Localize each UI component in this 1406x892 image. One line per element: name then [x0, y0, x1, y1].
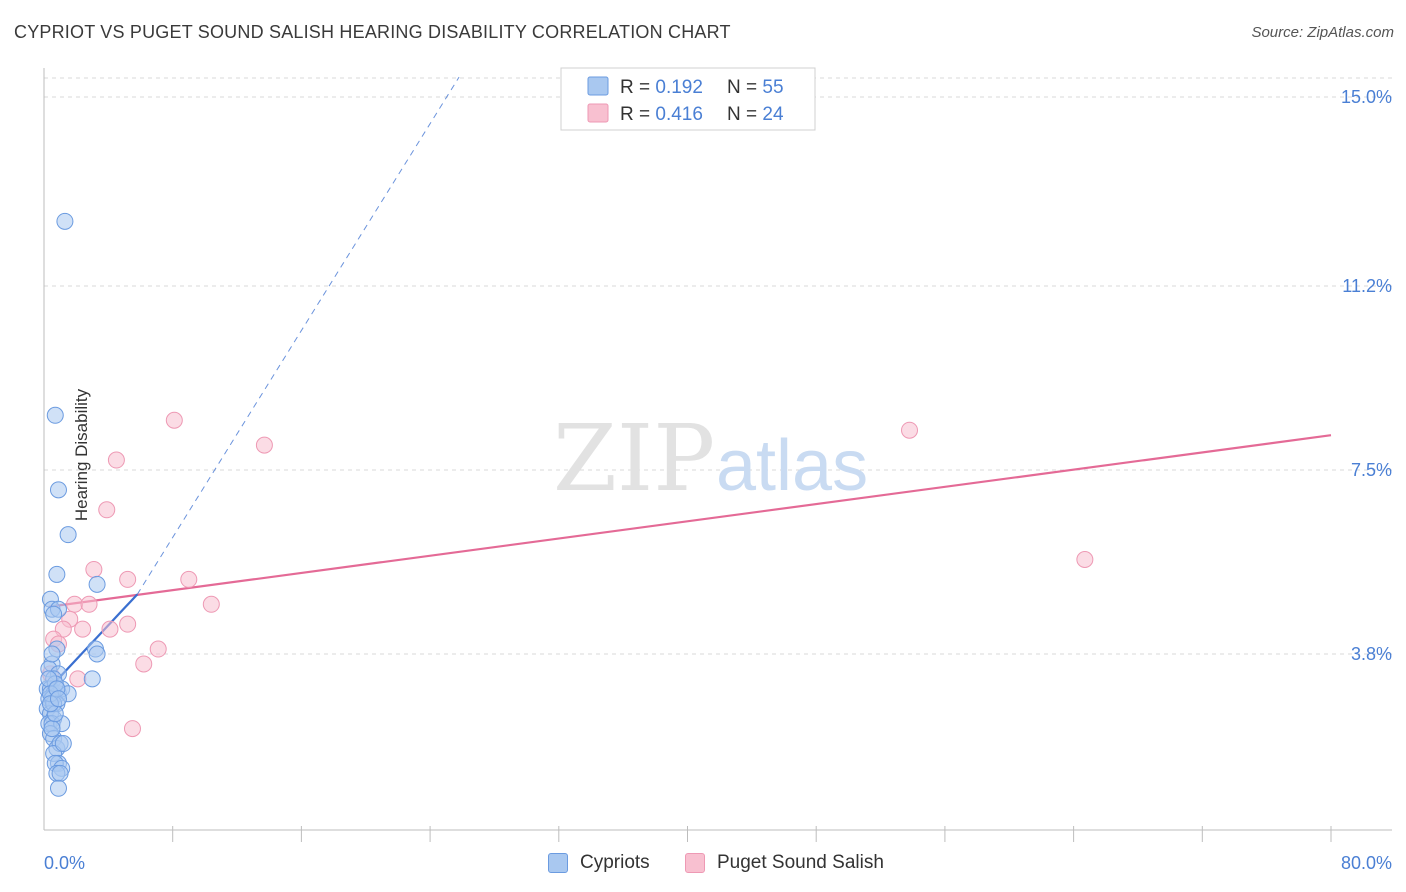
source-label: Source: ZipAtlas.com — [1251, 24, 1394, 41]
legend-top: R = 0.192 N = 55 R = 0.416 N = 24 — [560, 67, 816, 131]
cypriots-point — [43, 645, 61, 663]
salish-point — [101, 620, 119, 638]
salish-point — [1076, 551, 1094, 569]
y-tick-label-2: 11.2% — [1342, 276, 1392, 296]
salish-trend-line — [48, 434, 1332, 608]
salish-point — [107, 451, 125, 469]
legend-n-label: N = — [727, 77, 762, 98]
legend-r-value: 0.416 — [655, 104, 703, 125]
cypriots-point — [88, 575, 106, 593]
cypriots-swatch — [548, 853, 568, 873]
salish-swatch — [685, 853, 705, 873]
chart-title: CYPRIOT VS PUGET SOUND SALISH HEARING DI… — [14, 22, 731, 42]
cypriots-point — [59, 526, 77, 544]
y-tick-label-3: 15.0% — [1341, 87, 1392, 107]
legend-row-salish: R = 0.416 N = 24 — [620, 104, 784, 125]
cypriots-point — [43, 720, 61, 738]
x-tick-label-max: 80.0% — [1341, 853, 1392, 873]
tick-labels: 3.8% 7.5% 11.2% 15.0% 0.0% 80.0% — [44, 87, 1392, 873]
salish-point — [98, 501, 116, 519]
cypriots-point — [54, 735, 72, 753]
salish-point — [135, 655, 153, 673]
salish-point — [66, 595, 84, 613]
y-tick-label-0: 3.8% — [1351, 644, 1392, 664]
salish-point — [255, 436, 273, 454]
trend-lines — [48, 76, 1332, 690]
cypriots-point — [49, 779, 67, 797]
cypriots-point — [49, 690, 67, 708]
legend-r-value: 0.192 — [655, 77, 703, 98]
legend-item-cypriots[interactable]: Cypriots — [548, 852, 650, 874]
watermark: ZIP atlas — [553, 405, 868, 512]
y-tick-label-1: 7.5% — [1351, 460, 1392, 480]
salish-point — [119, 615, 137, 633]
cypriots-point — [83, 670, 101, 688]
legend-row-cypriots: R = 0.192 N = 55 — [620, 77, 784, 98]
salish-point — [123, 720, 141, 738]
cypriots-point — [56, 212, 74, 230]
salish-point — [119, 570, 137, 588]
salish-point — [74, 620, 92, 638]
legend-label-puget-sound-salish: Puget Sound Salish — [717, 852, 884, 873]
x-tick-label-min: 0.0% — [44, 853, 85, 873]
legend-item-puget-sound-salish[interactable]: Puget Sound Salish — [685, 852, 884, 874]
salish-point — [80, 595, 98, 613]
cypriots-point — [48, 565, 66, 583]
cypriots-point — [46, 406, 64, 424]
cypriots-point — [51, 764, 69, 782]
cypriots-point — [45, 605, 63, 623]
legend-n-value: 24 — [762, 104, 784, 125]
cypriots-trend-extension — [136, 76, 460, 595]
data-points — [38, 212, 1094, 797]
watermark-atlas: atlas — [716, 426, 868, 506]
salish-point — [180, 570, 198, 588]
salish-point — [901, 421, 919, 439]
watermark-zip: ZIP — [553, 405, 715, 512]
cypriots-point — [49, 481, 67, 499]
legend-bottom: Cypriots Puget Sound Salish — [0, 850, 1406, 880]
salish-point — [202, 595, 220, 613]
legend-label-cypriots: Cypriots — [580, 852, 650, 873]
legend-swatch-salish — [587, 103, 609, 123]
salish-point — [85, 560, 103, 578]
legend-r-label: R = — [620, 77, 655, 98]
legend-n-value: 55 — [762, 77, 783, 98]
cypriots-point — [88, 645, 106, 663]
legend-swatch-cypriots — [587, 76, 609, 96]
legend-r-label: R = — [620, 104, 655, 125]
salish-point — [69, 670, 87, 688]
legend-n-label: N = — [727, 104, 762, 125]
grid-lines — [44, 77, 1392, 655]
salish-point — [149, 640, 167, 658]
salish-point — [165, 411, 183, 429]
